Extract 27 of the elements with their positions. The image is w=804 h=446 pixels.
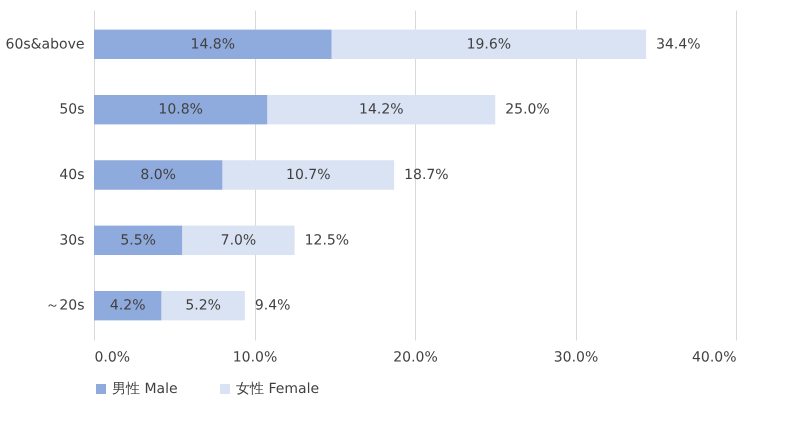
data-label: 14.8%	[190, 36, 236, 52]
legend-label: 女性 Female	[236, 381, 320, 397]
data-label: 19.6%	[466, 36, 512, 52]
y-tick-label: ～20s	[45, 298, 84, 314]
data-label: 4.2%	[110, 298, 146, 314]
legend-label: 男性 Male	[112, 381, 178, 397]
total-label: 34.4%	[656, 36, 701, 52]
y-tick-label: 30s	[59, 232, 84, 248]
x-tick-label: 20.0%	[393, 350, 438, 366]
total-label: 18.7%	[404, 167, 449, 183]
data-label: 5.5%	[120, 232, 156, 248]
data-label: 8.0%	[140, 167, 176, 183]
y-tick-label: 50s	[59, 102, 84, 118]
x-tick-label: 0.0%	[94, 350, 130, 366]
total-label: 12.5%	[304, 232, 350, 248]
data-label: 7.0%	[220, 232, 256, 248]
data-label: 10.7%	[286, 167, 331, 183]
x-tick-label: 30.0%	[554, 350, 598, 366]
x-tick-label: 40.0%	[692, 350, 736, 366]
total-label: 25.0%	[505, 102, 550, 118]
y-tick-label: 40s	[59, 167, 84, 183]
total-label: 9.4%	[254, 298, 290, 314]
x-tick-label: 10.0%	[232, 350, 278, 366]
data-label: 5.2%	[185, 298, 221, 314]
data-label: 10.8%	[158, 102, 203, 118]
y-tick-label: 60s&above	[6, 36, 84, 52]
data-label: 14.2%	[359, 102, 404, 118]
